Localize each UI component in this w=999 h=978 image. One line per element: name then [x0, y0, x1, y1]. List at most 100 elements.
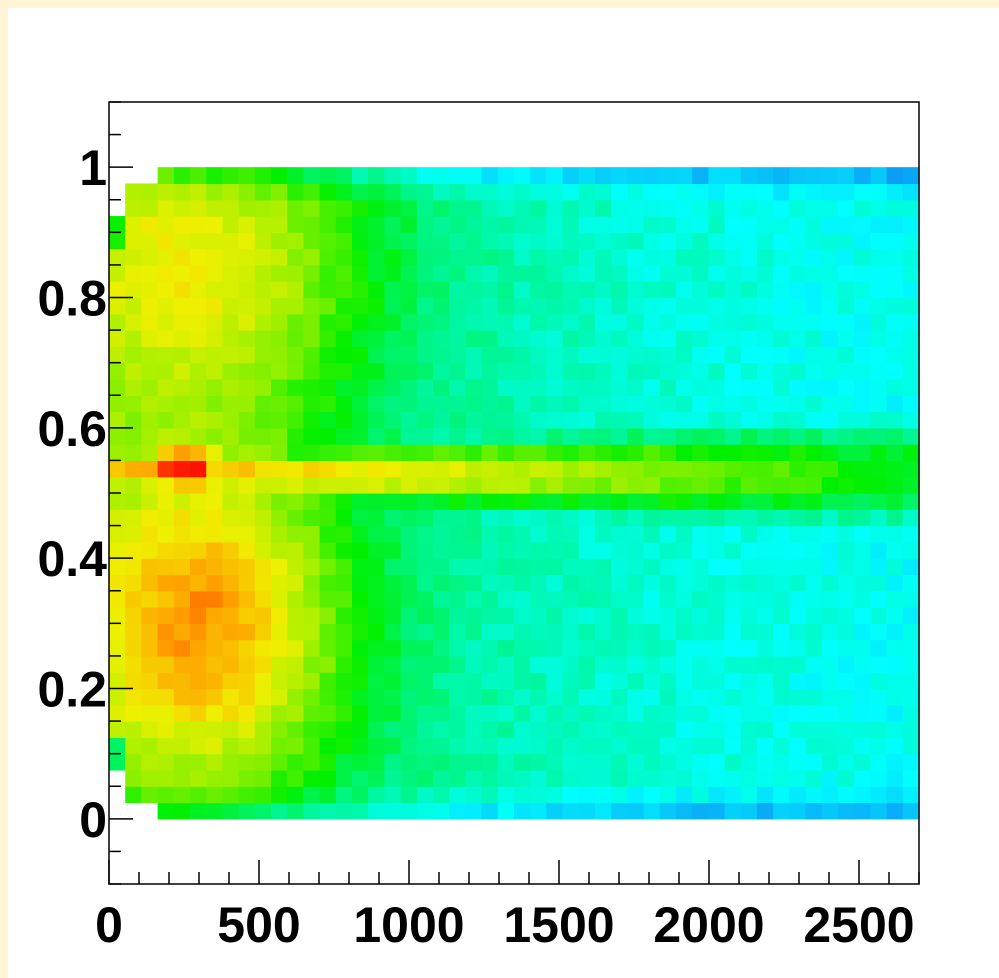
heatmap-cell	[773, 493, 790, 510]
heatmap-cell	[303, 216, 321, 233]
heatmap-cell	[562, 297, 580, 315]
heatmap-cell	[222, 672, 240, 690]
heatmap-cell	[659, 607, 677, 624]
heatmap-cell	[708, 737, 726, 755]
heatmap-cell	[643, 395, 661, 413]
heatmap-cell	[530, 362, 547, 380]
heatmap-cell	[659, 167, 677, 185]
heatmap-cell	[368, 362, 385, 380]
heatmap-cell	[805, 525, 823, 543]
heatmap-cell	[805, 460, 823, 478]
heatmap-cell	[643, 802, 661, 820]
heatmap-cell	[271, 460, 288, 478]
heatmap-cell	[692, 753, 709, 771]
heatmap-cell	[238, 330, 256, 347]
heatmap-cell	[141, 232, 159, 250]
heatmap-cell	[497, 786, 515, 804]
heatmap-cell	[400, 460, 418, 478]
heatmap-cell	[287, 395, 304, 413]
heatmap-cell	[303, 607, 321, 624]
heatmap-cell	[659, 264, 677, 282]
heatmap-cell	[676, 525, 693, 543]
heatmap-cell	[789, 167, 807, 185]
heatmap-cell	[465, 460, 483, 478]
heatmap-cell	[206, 623, 223, 641]
heatmap-cell	[578, 574, 596, 592]
heatmap-cell	[757, 460, 774, 478]
heatmap-cell	[125, 281, 142, 299]
heatmap-cell	[611, 232, 628, 250]
heatmap-cell	[352, 216, 369, 233]
heatmap-cell	[141, 623, 159, 641]
heatmap-cell	[433, 264, 450, 282]
heatmap-cell	[384, 216, 402, 233]
heatmap-cell	[157, 541, 175, 559]
heatmap-cell	[465, 753, 483, 771]
heatmap-cell	[173, 541, 191, 559]
heatmap-cell	[384, 378, 402, 396]
heatmap-cell	[854, 444, 871, 462]
heatmap-cell	[627, 313, 645, 331]
heatmap-cell	[319, 411, 337, 429]
heatmap-cell	[206, 607, 223, 624]
heatmap-cell	[724, 362, 742, 380]
heatmap-cell	[465, 590, 483, 608]
heatmap-cell	[433, 362, 450, 380]
heatmap-cell	[125, 378, 142, 396]
heatmap-cell	[271, 183, 288, 201]
heatmap-cell	[854, 769, 871, 787]
heatmap-cell	[562, 183, 580, 201]
heatmap-cell	[692, 607, 709, 624]
heatmap-cell	[789, 264, 807, 282]
heatmap-cell	[368, 509, 385, 527]
heatmap-cell	[109, 444, 126, 462]
heatmap-cell	[676, 248, 693, 266]
heatmap-cell	[497, 362, 515, 380]
heatmap-cell	[724, 721, 742, 738]
heatmap-cell	[773, 786, 790, 804]
heatmap-cell	[319, 313, 337, 331]
heatmap-cell	[319, 574, 337, 592]
heatmap-cell	[352, 199, 369, 217]
heatmap-cell	[319, 444, 337, 462]
heatmap-cell	[530, 655, 547, 673]
heatmap-cell	[627, 558, 645, 576]
heatmap-cell	[902, 639, 920, 657]
heatmap-cell	[238, 769, 256, 787]
heatmap-cell	[352, 395, 369, 413]
heatmap-cell	[789, 509, 807, 527]
heatmap-cell	[595, 672, 612, 690]
heatmap-cell	[335, 460, 353, 478]
heatmap-cell	[805, 199, 823, 217]
heatmap-cell	[773, 264, 790, 282]
heatmap-cell	[627, 199, 645, 217]
heatmap-cell	[530, 216, 547, 233]
heatmap-cell	[805, 655, 823, 673]
heatmap-cell	[141, 476, 159, 494]
heatmap-cell	[303, 362, 321, 380]
heatmap-cell	[433, 378, 450, 396]
heatmap-cell	[335, 558, 353, 576]
heatmap-cell	[659, 753, 677, 771]
heatmap-cell	[497, 199, 515, 217]
heatmap-cell	[481, 688, 499, 706]
heatmap-cell	[206, 297, 223, 315]
heatmap-cell	[870, 297, 888, 315]
heatmap-cell	[368, 493, 385, 510]
heatmap-cell	[190, 313, 207, 331]
heatmap-cell	[902, 721, 920, 738]
heatmap-cell	[433, 525, 450, 543]
heatmap-cell	[465, 769, 483, 787]
heatmap-cell	[789, 232, 807, 250]
heatmap-cell	[352, 493, 369, 510]
heatmap-cell	[578, 346, 596, 364]
heatmap-cell	[902, 802, 920, 820]
heatmap-cell	[400, 607, 418, 624]
heatmap-cell	[773, 607, 790, 624]
heatmap-cell	[481, 786, 499, 804]
heatmap-cell	[546, 427, 564, 445]
heatmap-cell	[773, 411, 790, 429]
heatmap-cell	[659, 183, 677, 201]
heatmap-cell	[384, 574, 402, 592]
heatmap-cell	[416, 509, 434, 527]
